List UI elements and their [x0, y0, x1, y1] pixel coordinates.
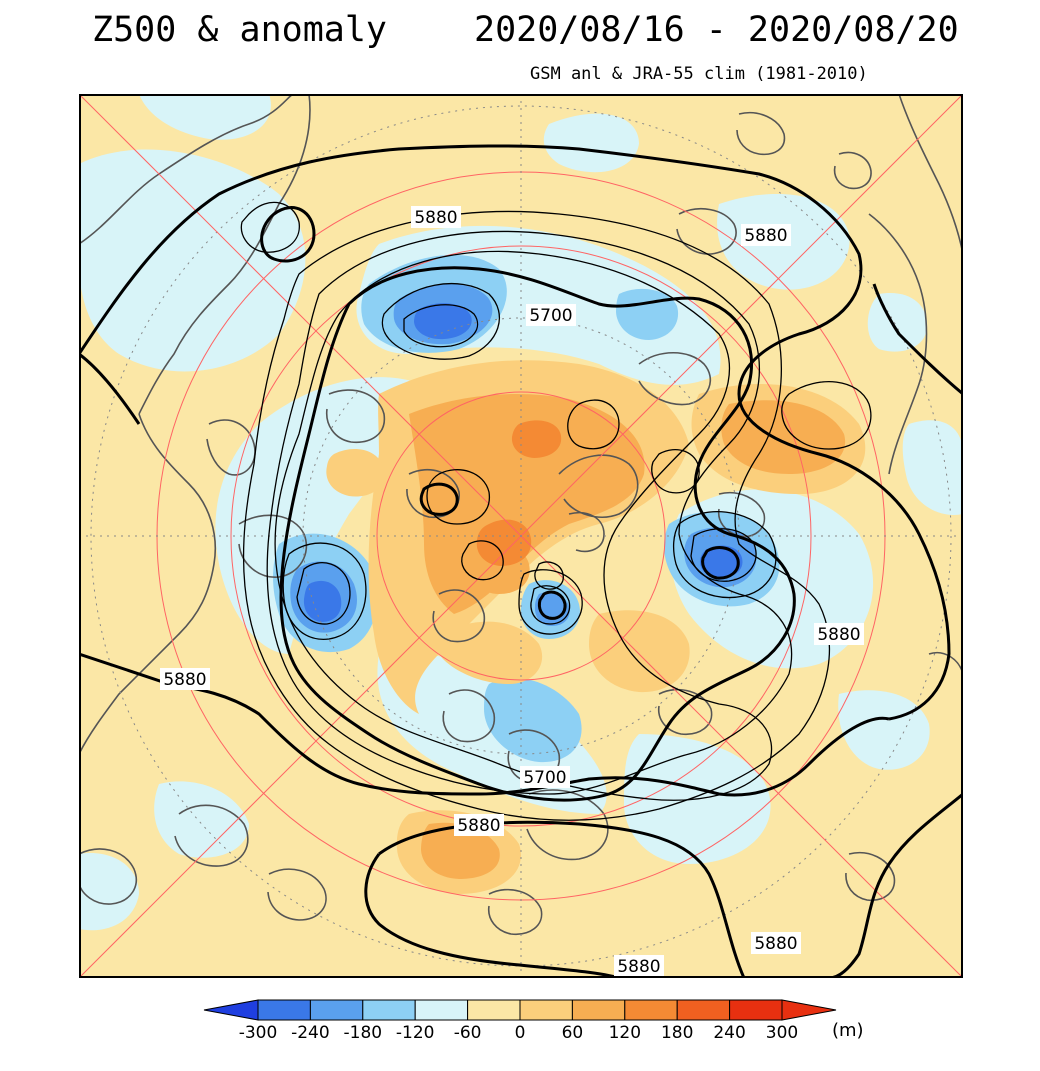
data-source-subtitle: GSM anl & JRA-55 clim (1981-2010): [530, 64, 868, 84]
svg-text:5880: 5880: [457, 816, 500, 836]
colorbar-segment: [729, 999, 783, 1021]
colorbar-tick-label: 240: [713, 1023, 746, 1043]
colorbar-unit: (m): [832, 1020, 864, 1041]
colorbar-segment: [624, 999, 678, 1021]
colorbar-tick-label: -300: [238, 1023, 278, 1043]
coastlines: [79, 94, 963, 935]
svg-text:5880: 5880: [817, 625, 860, 645]
colorbar-tick-label: 120: [608, 1023, 642, 1043]
core-positive-anomaly-regions: [476, 420, 562, 566]
map-title: Z500 & anomaly: [92, 10, 388, 50]
colorbar-segment: [467, 999, 521, 1021]
svg-text:5880: 5880: [744, 226, 787, 246]
colorbar-segment: [362, 999, 416, 1021]
colorbar-tick-label: -120: [395, 1023, 435, 1043]
contour-label-5880-left: 5880: [160, 668, 210, 690]
svg-text:5700: 5700: [523, 768, 566, 788]
contour-label-5700-top: 5700: [526, 304, 576, 326]
colorbar-segment: [519, 999, 573, 1021]
colorbar-tick-label: 60: [561, 1023, 584, 1043]
map-border: [79, 94, 963, 978]
svg-text:5880: 5880: [617, 957, 660, 977]
contour-label-5700-bottom: 5700: [520, 766, 570, 788]
core-negative-anomaly-regions: [303, 303, 743, 622]
colorbar: [203, 999, 837, 1021]
height-contours-thin: [240, 201, 872, 821]
contour-label-5880-bottom-right: 5880: [751, 932, 801, 954]
colorbar-max-arrow: [781, 999, 837, 1021]
contour-label-5880-right: 5880: [814, 623, 864, 645]
contour-labels: 5880 5880 5700 5880 5880 5700: [160, 206, 864, 977]
colorbar-min-arrow: [203, 999, 259, 1021]
colorbar-segment: [414, 999, 469, 1021]
height-contours-thick: [79, 144, 963, 978]
contour-label-5880-top-right: 5880: [741, 224, 791, 246]
colorbar-tick-label: 180: [660, 1023, 694, 1043]
colorbar-segment: [571, 999, 626, 1021]
meridians-dotted: [79, 94, 963, 978]
colorbar-segment: [676, 999, 731, 1021]
colorbar-segments: [203, 999, 837, 1021]
colorbar-tick-label: 0: [514, 1023, 526, 1043]
colorbar-tick-label: 300: [765, 1023, 799, 1043]
colorbar-tick-label: -60: [453, 1023, 482, 1043]
colorbar-segment: [309, 999, 364, 1021]
contour-label-5880-top: 5880: [411, 206, 461, 228]
svg-text:5880: 5880: [414, 208, 457, 228]
colorbar-tick-label: -240: [291, 1023, 330, 1043]
polar-stereographic-map: 5880 5880 5700 5880 5880 5700: [79, 94, 963, 978]
contour-label-5880-bottom-center: 5880: [614, 955, 664, 977]
date-range: 2020/08/16 - 2020/08/20: [474, 10, 959, 50]
colorbar-segment: [257, 999, 311, 1021]
colorbar-tick-label: -180: [343, 1023, 383, 1043]
contour-label-5880-bottom: 5880: [454, 814, 504, 836]
svg-text:5880: 5880: [163, 670, 206, 690]
svg-text:5700: 5700: [529, 306, 572, 326]
svg-text:5880: 5880: [754, 934, 797, 954]
